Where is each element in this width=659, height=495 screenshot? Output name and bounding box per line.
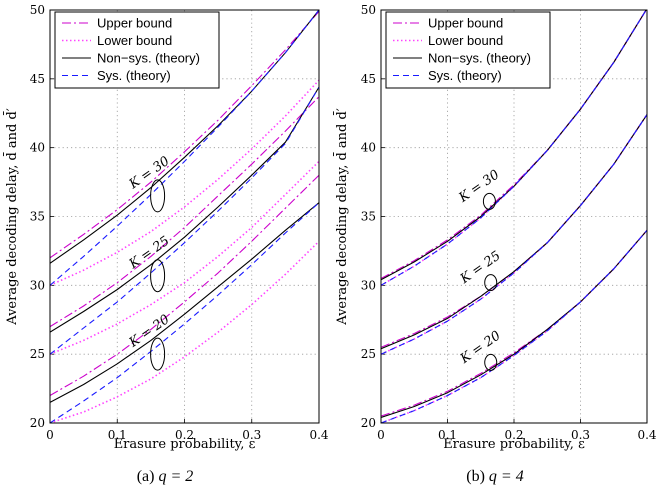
- y-tick-label: 40: [361, 141, 376, 155]
- x-tick-label: 0.2: [504, 428, 523, 442]
- caption-b-math: q = 4: [488, 468, 524, 485]
- axes-frame: [380, 9, 648, 424]
- y-tick-label: 40: [30, 141, 45, 155]
- x-axis-title: Erasure probability, ε: [114, 437, 256, 452]
- x-tick-label: 0: [46, 428, 54, 442]
- legend-label-lower: Lower bound: [428, 33, 503, 48]
- x-tick-label: 0.3: [242, 428, 261, 442]
- k-marker-ellipse: [150, 179, 166, 213]
- y-tick-label: 25: [361, 347, 376, 361]
- y-tick-label: 30: [30, 278, 45, 292]
- k-marker-ellipse: [482, 192, 496, 210]
- y-tick-label: 35: [30, 210, 45, 224]
- k-marker-ellipse: [150, 337, 166, 371]
- y-tick-label: 45: [361, 72, 376, 86]
- x-tick-label: 0.2: [175, 428, 194, 442]
- series-lower-k25: [381, 114, 647, 355]
- legend-label-lower: Lower bound: [97, 33, 172, 48]
- y-tick-label: 20: [361, 416, 376, 430]
- y-tick-label: 25: [30, 347, 45, 361]
- series-sys-k25: [50, 86, 319, 355]
- caption-a-prefix: (a): [136, 468, 155, 485]
- caption-a-math: q = 2: [158, 468, 194, 485]
- series-nonsys-k25: [50, 86, 319, 333]
- legend: Upper bound Lower bound Non−sys. (theory) S…: [54, 11, 220, 89]
- caption-a: (a) q = 2: [0, 468, 330, 486]
- series-nonsys-k20: [50, 202, 319, 403]
- y-tick-label: 50: [30, 3, 45, 17]
- series-sys-k30: [381, 10, 647, 286]
- legend-label-sys: Sys. (theory): [97, 68, 171, 83]
- x-tick-label: 0.4: [637, 428, 656, 442]
- y-tick-label: 30: [361, 278, 376, 292]
- series-sys-k30: [50, 10, 319, 286]
- axes-frame: [49, 9, 320, 424]
- x-tick-label: 0.1: [438, 428, 457, 442]
- legend-label-upper: Upper bound: [97, 16, 172, 31]
- series-upper-k30: [50, 11, 319, 259]
- x-tick-label: 0: [377, 428, 385, 442]
- series-nonsys-k20: [381, 229, 647, 419]
- x-tick-label: 0.3: [571, 428, 590, 442]
- k-marker-ellipse: [150, 259, 166, 293]
- series-upper-k25: [50, 96, 319, 328]
- x-tick-label: 0.1: [108, 428, 127, 442]
- x-axis-title: Erasure probability, ε: [443, 437, 585, 452]
- chart-panel-a: 0 0.1 0.2 0.3 0.4 20 25 30 35 40 45 50 K = 20 K = 25 K…: [0, 3, 330, 486]
- y-axis-title: Average decoding delay, d̄ and d̄′: [333, 108, 350, 326]
- curves: [50, 10, 319, 423]
- y-tick-label: 50: [361, 3, 376, 17]
- x-tick-label: 0.4: [309, 428, 328, 442]
- legend-label-nonsys: Non−sys. (theory): [428, 51, 531, 66]
- curves: [381, 10, 647, 423]
- y-axis-title: Average decoding delay, d̄ and d̄′: [3, 108, 20, 326]
- legend-label-nonsys: Non−sys. (theory): [97, 51, 200, 66]
- y-tick-label: 45: [30, 72, 45, 86]
- k-marker-ellipse: [484, 274, 498, 292]
- chart-panel-b: 0 0.1 0.2 0.3 0.4 20 25 30 35 40 45 50 K = 20 K = 25 K…: [330, 0, 659, 495]
- series-nonsys-k25: [381, 114, 647, 350]
- series-lower-k25: [50, 160, 319, 355]
- series-lower-k30: [50, 79, 319, 287]
- k-marker-ellipse: [484, 353, 498, 371]
- series-nonsys-k30: [381, 10, 647, 281]
- series-sys-k20: [50, 202, 319, 423]
- caption-b: (b) q = 4: [330, 468, 659, 486]
- legend-label-sys: Sys. (theory): [428, 68, 502, 83]
- caption-b-prefix: (b): [466, 468, 485, 485]
- y-tick-label: 20: [30, 416, 45, 430]
- y-tick-label: 35: [361, 210, 376, 224]
- legend-label-upper: Upper bound: [428, 16, 503, 31]
- series-upper-k20: [50, 174, 319, 396]
- legend: Upper bound Lower bound Non−sys. (theory) S…: [385, 11, 551, 89]
